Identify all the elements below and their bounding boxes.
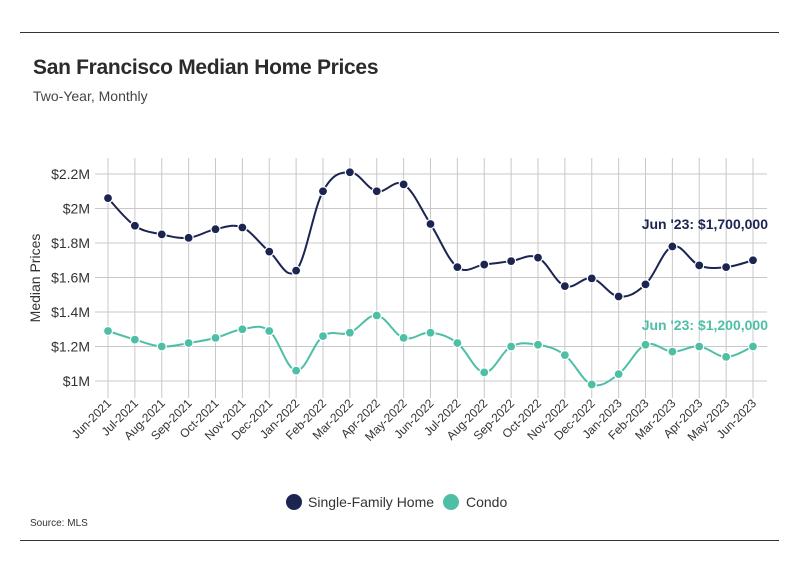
condo-data-point [479,367,490,378]
legend-single-family-marker [286,494,302,510]
single-family-data-point [586,273,597,284]
y-tick-label: $1.2M [51,339,90,355]
single-family-annotation: Jun '23: $1,700,000 [642,216,769,232]
condo-data-point [721,351,732,362]
top-rule [20,32,779,33]
y-tick-label: $2.2M [51,166,90,182]
single-family-data-point [156,229,167,240]
condo-data-point [371,310,382,321]
condo-data-point [398,332,409,343]
y-tick-label: $1M [63,373,90,389]
single-family-data-point [371,186,382,197]
condo-data-point [425,327,436,338]
condo-data-point [264,325,275,337]
condo-data-point [640,339,651,350]
y-tick-label: $2M [63,201,90,217]
bottom-rule [20,540,779,541]
condo-data-point [452,337,463,349]
single-family-data-point [129,220,140,231]
single-family-data-point [344,167,355,178]
single-family-data-point [210,224,221,235]
single-family-data-point [532,252,544,263]
condo-data-point [532,339,544,350]
single-family-data-point [317,186,329,197]
source-note: Source: MLS [30,518,88,529]
y-axis-label: Median Prices [27,234,43,323]
single-family-data-point [721,262,732,273]
single-family-data-point [694,260,705,271]
single-family-data-point [613,291,624,302]
chart-subtitle: Two-Year, Monthly [33,88,148,104]
single-family-data-point [452,262,463,273]
y-tick-label: $1.4M [51,304,90,320]
condo-data-point [586,379,597,390]
condo-data-point [102,325,114,337]
legend-condo-marker [443,494,459,510]
condo-data-point [156,341,167,352]
condo-data-point [559,350,570,361]
condo-data-point [237,324,248,335]
single-family-data-point [559,281,570,292]
condo-data-point [613,369,624,380]
y-tick-label: $1.8M [51,235,90,251]
condo-data-point [667,346,678,357]
condo-data-point [506,341,517,352]
single-family-data-point [291,265,302,276]
single-family-data-point [640,279,651,290]
y-tick-label: $1.6M [51,270,90,286]
single-family-data-point [264,246,275,257]
single-family-data-point [102,193,114,204]
single-family-data-point [479,259,490,270]
condo-data-point [291,365,302,376]
single-family-data-point [506,256,517,267]
single-family-data-point [398,179,409,190]
condo-data-point [317,331,329,342]
condo-data-point [210,332,221,343]
single-family-data-point [183,232,194,243]
single-family-data-point [667,241,678,252]
single-family-data-point [237,222,248,233]
condo-data-point [183,337,194,349]
condo-annotation: Jun '23: $1,200,000 [642,317,769,333]
single-family-data-point [425,218,436,230]
condo-data-point [747,341,759,352]
legend-single-family-label: Single-Family Home [308,494,434,510]
condo-data-point [129,334,140,345]
condo-data-point [694,341,705,352]
condo-data-point [344,327,355,338]
legend-condo-label: Condo [466,494,507,510]
single-family-data-point [747,255,759,266]
chart-title: San Francisco Median Home Prices [33,56,379,79]
